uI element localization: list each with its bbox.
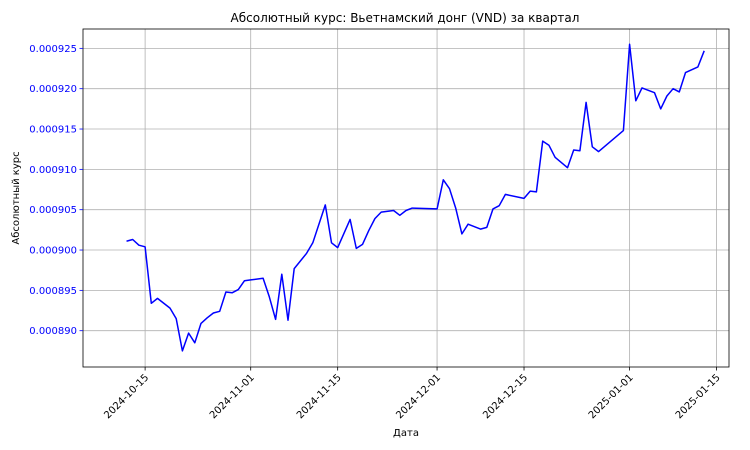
y-tick-label: 0.000905	[29, 205, 77, 216]
y-tick-label: 0.000890	[29, 326, 77, 337]
grid	[83, 29, 729, 367]
y-axis-label: Абсолютный курс	[11, 151, 22, 244]
y-tick-label: 0.000910	[29, 165, 77, 176]
y-tick-label: 0.000925	[29, 44, 77, 55]
y-tick-label: 0.000915	[29, 125, 77, 136]
y-axis: 0.000890 0.000895 0.000900 0.000905 0.000910…	[29, 44, 83, 337]
series-line	[126, 43, 705, 352]
y-tick-label: 0.000900	[29, 246, 77, 257]
series-group	[126, 43, 705, 352]
plot-frame	[82, 28, 730, 368]
y-tick-label: 0.000895	[29, 286, 77, 297]
chart-title: Абсолютный курс: Вьетнамский донг (VND) …	[231, 11, 580, 25]
x-axis-label: Дата	[393, 428, 419, 439]
y-tick-label: 0.000920	[29, 84, 77, 95]
